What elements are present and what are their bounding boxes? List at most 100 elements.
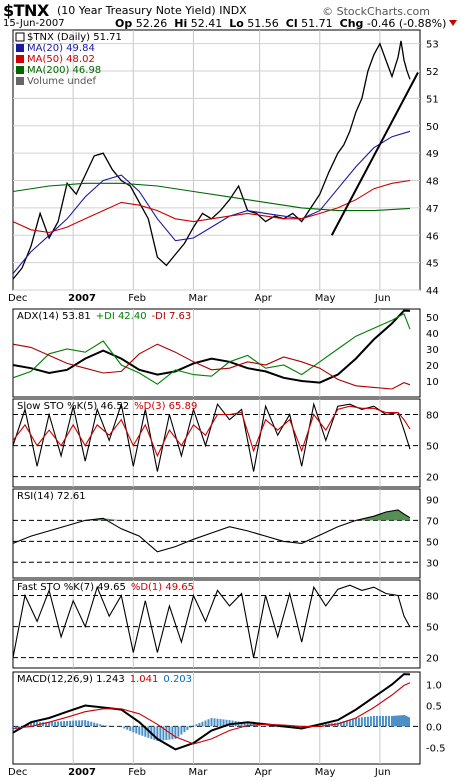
macd-histogram-bar [207, 719, 210, 727]
macd-histogram-bar [165, 726, 168, 740]
y-tick-label: 51 [426, 94, 439, 105]
macd-histogram-bar [204, 720, 207, 727]
macd-histogram-bar [351, 718, 354, 727]
legend-entry: %D(1) 49.65 [131, 582, 194, 593]
macd-histogram-bar [339, 721, 342, 727]
macd-histogram-bar [261, 725, 264, 727]
panel-frame [12, 579, 421, 669]
macd-histogram-bar [156, 726, 159, 741]
high-label: Hi [174, 17, 188, 30]
macd-histogram-bar [345, 720, 348, 727]
macd-histogram-bar [138, 726, 141, 735]
y-tick-label: 1.0 [426, 681, 442, 692]
macd-histogram-bar [255, 724, 258, 727]
macd-histogram-bar [189, 726, 192, 728]
series-line-signal [12, 682, 411, 745]
legend-entry: RSI(14) 72.61 [17, 491, 86, 502]
macd-histogram-bar [48, 722, 51, 727]
macd-histogram-bar [153, 726, 156, 740]
macd-histogram-bar [60, 721, 63, 727]
macd-histogram-bar [405, 716, 408, 727]
legend-entry: -DI 7.63 [152, 311, 192, 322]
macd-histogram-bar [336, 722, 339, 727]
macd-histogram-bar [30, 722, 33, 727]
y-tick-label: 30 [426, 558, 439, 569]
y-tick-label: 50 [426, 442, 439, 453]
macd-histogram-bar [96, 723, 99, 727]
macd-histogram-bar [93, 722, 96, 727]
macd-histogram-bar [108, 725, 111, 727]
y-tick-label: 20 [426, 473, 439, 484]
quote-date: 15-Jun-2007 [3, 18, 65, 29]
macd-histogram-bar [102, 725, 105, 727]
macd-histogram-bar [246, 723, 249, 727]
macd-histogram-bar [75, 720, 78, 727]
legend-entry: 1.041 [130, 674, 159, 685]
legend-entry: %D(3) 65.89 [134, 401, 197, 412]
x-axis-month-label: Jun [374, 293, 391, 304]
panel-frame [12, 671, 421, 765]
rsi-overbought-fill [13, 509, 410, 521]
macd-histogram-bar [90, 721, 93, 727]
macd-histogram-bar [72, 720, 75, 727]
brand-watermark: © StockCharts.com [322, 5, 430, 18]
macd-histogram-bar [348, 719, 351, 727]
panel-macd: -0.5 0.0 0.5 1.0 MACD(12,26,9) 1.243 1.041 0.2… [12, 671, 446, 765]
macd-histogram-bar [54, 721, 57, 727]
macd-histogram-bar [219, 719, 222, 727]
macd-histogram-bar [228, 720, 231, 727]
y-tick-label: 40 [426, 329, 439, 340]
macd-histogram-bar [402, 715, 405, 727]
legend-swatch [16, 55, 24, 63]
y-tick-label: 50 [426, 122, 439, 133]
macd-histogram-bar [264, 726, 267, 727]
ticker-name: (10 Year Treasury Note Yield) INDX [57, 4, 247, 17]
panel-frame [12, 398, 421, 488]
macd-histogram-bar [300, 726, 303, 729]
macd-histogram-bar [369, 716, 372, 727]
high-value: 52.41 [190, 17, 223, 30]
legend-entry: MA(20) 49.84 [27, 43, 95, 54]
legend-entry: MA(200) 46.98 [27, 65, 101, 76]
legend-entry: Fast STO %K(7) 49.65 [17, 582, 126, 593]
y-tick-label: 20 [426, 654, 439, 665]
macd-histogram-bar [105, 725, 108, 727]
macd-histogram-bar [81, 720, 84, 727]
panel-frame [12, 308, 421, 398]
macd-histogram-bar [144, 726, 147, 737]
x-axis-month-label: Jun [374, 767, 391, 778]
y-tick-label: 0.0 [426, 722, 442, 733]
macd-histogram-bar [213, 718, 216, 727]
y-tick-label: 52 [426, 67, 439, 78]
macd-histogram-bar [372, 715, 375, 727]
series-line-adx-14 [12, 309, 411, 384]
macd-histogram-bar [360, 717, 363, 727]
macd-histogram-bar [354, 718, 357, 727]
series-line-ma-20 [12, 130, 411, 274]
legend-entry: MA(50) 48.02 [27, 54, 95, 65]
macd-histogram-bar [192, 725, 195, 727]
macd-histogram-bar [404, 716, 407, 727]
x-axis-month-label: Mar [188, 767, 208, 778]
macd-histogram-bar [342, 721, 345, 727]
legend-swatch [16, 66, 24, 74]
macd-histogram-bar [396, 715, 399, 727]
macd-histogram-bar [357, 717, 360, 727]
macd-histogram-bar [243, 722, 246, 727]
macd-histogram-bar [141, 726, 144, 736]
panel-rsi: 30 50 70 90 RSI(14) 72.61 [12, 488, 439, 579]
macd-histogram-bar [36, 722, 39, 727]
x-axis-month-label: Feb [128, 293, 146, 304]
macd-histogram-bar [69, 720, 72, 727]
y-tick-label: 0.5 [426, 701, 442, 712]
macd-histogram-bar [120, 726, 123, 728]
series-line--di [12, 343, 411, 390]
macd-histogram-bar [126, 726, 129, 730]
macd-histogram-bar [273, 726, 276, 727]
macd-histogram-bar [398, 715, 401, 727]
y-tick-label: 80 [426, 411, 439, 422]
panel-frame [12, 488, 421, 579]
close-value: 51.71 [301, 17, 333, 30]
macd-histogram-bar [177, 726, 180, 737]
